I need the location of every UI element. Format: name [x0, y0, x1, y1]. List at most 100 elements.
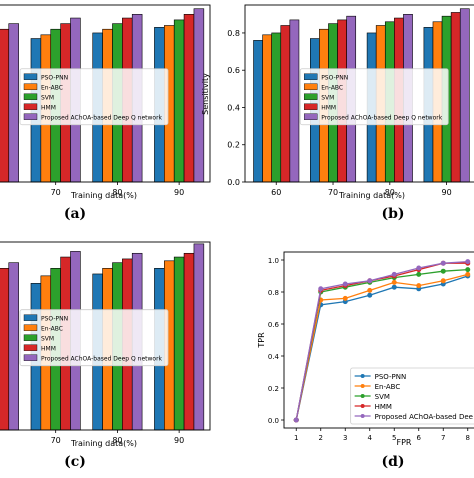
panel-1: 60 70 80 90 0.0 0.2 0.4 0.6 0.8 PSO-PNN En-ABC SVM H…: [201, 4, 474, 222]
legend-label: PSO-PNN: [41, 316, 68, 323]
x-tick-label: 5: [392, 434, 396, 442]
bar: [8, 23, 19, 183]
bar: [271, 32, 282, 183]
x-tick-label: 70: [51, 188, 61, 197]
legend-frame: [19, 68, 169, 126]
bar: [8, 262, 19, 431]
bar: [173, 19, 185, 183]
y-tick-label: 0.6: [227, 66, 240, 75]
legend-label: Proposed AChOA-based Deep Q network: [321, 115, 443, 122]
x-tick-label: 90: [442, 188, 452, 197]
y-axis-label: TPR: [257, 332, 266, 349]
y-tick-label: 0.2: [227, 141, 240, 150]
legend-label: PSO-PNN: [41, 75, 68, 82]
x-tick-label: 80: [112, 436, 122, 445]
bar: [289, 19, 300, 183]
legend-label: En-ABC: [41, 85, 63, 92]
bar: [459, 8, 470, 183]
series-point: [416, 283, 422, 289]
legend-label: SVM: [41, 336, 54, 343]
panel-label: (d): [381, 454, 404, 470]
series-point: [391, 271, 397, 277]
panel-label: (a): [64, 206, 86, 222]
legend-label: PSO-PNN: [321, 75, 348, 82]
series-line: [295, 275, 468, 421]
y-tick-label: 0.0: [268, 417, 279, 425]
legend-swatch: [304, 83, 318, 90]
y-axis-label: Sensitivity: [201, 73, 210, 115]
series-point: [440, 278, 446, 284]
panel-body: 0.0 0.2 0.4 0.6 0.8 1.0 1 2 3 4 5 6 7 8 PSO-PNN En-ABC S…: [268, 251, 474, 442]
series-point: [465, 259, 471, 265]
y-tick-label: 0.4: [227, 103, 240, 112]
legend-swatch: [304, 103, 318, 110]
legend-swatch: [23, 334, 38, 341]
y-tick-label: 1.0: [268, 257, 279, 265]
legend: PSO-PNN En-ABC SVM HMM Proposed AChOA-based …: [19, 309, 169, 367]
legend-label: En-ABC: [321, 85, 343, 92]
panel-body: 60 70 80 90 0.0 0.2 0.4 0.6 0.8 PSO-PNN En-ABC SVM H…: [227, 4, 474, 197]
legend-swatch: [23, 314, 38, 321]
legend-label: Proposed AChOA-based Dee: [375, 413, 473, 421]
bar: [0, 268, 10, 431]
panel-3: 0.0 0.2 0.4 0.6 0.8 1.0 1 2 3 4 5 6 7 8 PSO-PNN En-ABC S…: [257, 251, 474, 470]
legend-label: SVM: [41, 95, 54, 102]
y-tick-label: 0.8: [268, 289, 279, 297]
legend-marker: [360, 404, 365, 408]
x-tick-label: 90: [174, 188, 184, 197]
y-tick-label: 0.6: [268, 321, 280, 329]
plot-frame: [244, 4, 474, 183]
series-point: [293, 417, 299, 423]
series-point: [367, 278, 373, 284]
legend-label: Proposed AChOA-based Deep Q network: [41, 115, 163, 122]
x-tick-label: 7: [441, 434, 445, 442]
x-tick-label: 8: [466, 434, 470, 442]
bar: [183, 252, 195, 431]
series-point: [440, 260, 446, 266]
series-point: [367, 292, 373, 298]
bar: [173, 256, 185, 431]
legend-swatch: [23, 324, 38, 331]
series-point: [342, 295, 348, 301]
bar: [0, 28, 10, 183]
series-point: [465, 271, 471, 277]
bar: [450, 12, 461, 183]
legend-label: En-ABC: [41, 326, 63, 333]
series-point: [465, 267, 471, 273]
x-tick-label: 70: [328, 188, 338, 197]
x-tick-label: 80: [385, 188, 395, 197]
legend-label: HMM: [41, 346, 56, 353]
series-point: [391, 279, 397, 285]
x-axis-label: Training data(%): [338, 191, 405, 200]
legend-label: HMM: [375, 403, 392, 411]
legend-swatch: [23, 344, 38, 351]
x-axis-label: FPR: [397, 438, 412, 447]
legend-marker: [360, 414, 365, 418]
series-line: [295, 273, 468, 421]
series-point: [391, 284, 397, 290]
x-axis-label: Training data(%): [70, 191, 137, 200]
x-tick-label: 70: [51, 436, 61, 445]
legend-frame: [19, 309, 169, 367]
x-tick-label: 3: [343, 434, 347, 442]
legend-swatch: [304, 113, 318, 120]
plot-frame: [0, 4, 211, 183]
x-axis-label: Training data(%): [70, 439, 137, 448]
bar: [280, 25, 291, 183]
legend-marker: [360, 394, 365, 398]
x-tick-label: 80: [112, 188, 122, 197]
x-tick-label: 1: [294, 434, 298, 442]
bar: [183, 14, 195, 183]
legend-swatch: [23, 113, 38, 120]
legend-swatch: [23, 103, 38, 110]
plot-frame: [283, 251, 474, 429]
x-tick-label: 6: [417, 434, 422, 442]
bar: [253, 40, 263, 183]
legend-swatch: [304, 93, 318, 100]
bar: [193, 243, 205, 431]
panel-label: (c): [64, 454, 86, 470]
